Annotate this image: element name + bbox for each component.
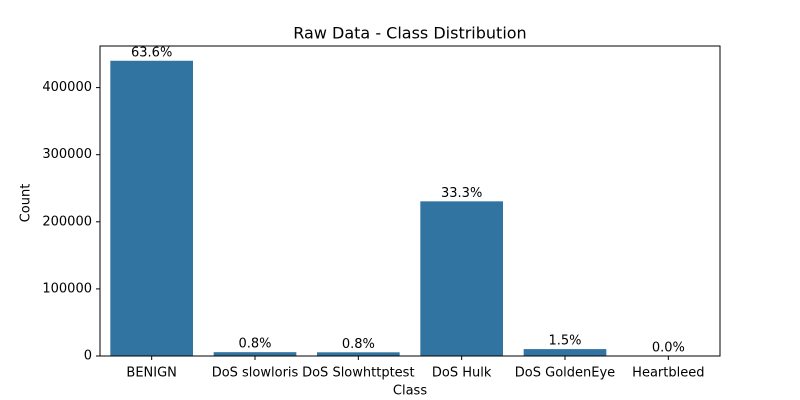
bar	[523, 349, 607, 356]
x-tick-label: BENIGN	[126, 366, 177, 381]
bar	[317, 352, 400, 356]
value-label: 0.8%	[238, 337, 271, 352]
x-tick-label: Heartbleed	[632, 366, 704, 381]
y-tick-label: 300000	[42, 147, 92, 162]
bar	[420, 201, 503, 356]
value-label: 0.8%	[342, 337, 375, 352]
value-label: 33.3%	[441, 186, 482, 201]
y-tick-label: 100000	[42, 281, 92, 296]
bar	[213, 352, 297, 356]
x-tick-label: DoS Hulk	[432, 366, 492, 381]
plot-frame	[99, 45, 721, 357]
value-label: 63.6%	[131, 45, 172, 60]
y-tick-label: 400000	[42, 80, 92, 95]
bar	[110, 60, 193, 357]
x-tick-label: DoS Slowhttptest	[302, 366, 414, 381]
chart-title: Raw Data - Class Distribution	[293, 24, 526, 43]
y-tick-label: 200000	[42, 214, 92, 229]
value-label: 1.5%	[548, 334, 581, 349]
value-label: 0.0%	[652, 340, 685, 355]
x-tick-label: DoS GoldenEye	[515, 366, 615, 381]
x-axis-label: Class	[393, 384, 427, 399]
y-axis-label: Count	[19, 184, 34, 223]
x-tick-label: DoS slowloris	[212, 366, 299, 381]
y-tick-label: 0	[84, 349, 92, 364]
